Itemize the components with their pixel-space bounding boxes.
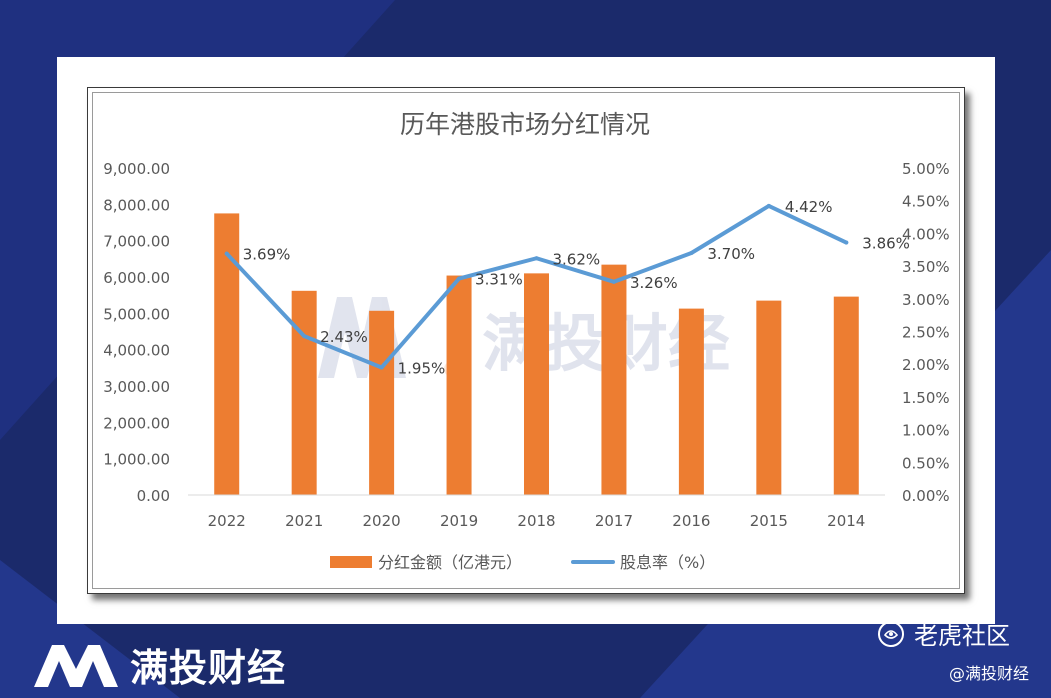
yield-point-2014 [844,240,849,245]
yield-data-label: 1.95% [398,359,446,377]
bar-2016 [678,308,704,495]
yield-point-2017 [611,279,616,284]
y-left-tick-label: 1,000.00 [103,451,170,469]
yield-point-2021 [302,334,307,339]
y-right-tick-label: 3.50% [902,258,950,276]
bar-2017 [601,264,627,495]
bar-2019 [446,275,472,495]
yield-data-label: 3.69% [243,246,291,264]
y-left-tick-label: 8,000.00 [103,196,170,214]
yield-point-2015 [766,203,771,208]
brand: 满投财经 [32,638,286,690]
x-tick-label: 2018 [517,512,555,530]
yield-point-2020 [379,365,384,370]
y-right-tick-label: 1.50% [902,389,950,407]
yield-data-label: 3.31% [475,271,523,289]
y-left-tick-label: 4,000.00 [103,342,170,360]
x-tick-label: 2017 [595,512,633,530]
y-left-tick-label: 5,000.00 [103,305,170,323]
y-right-tick-label: 2.00% [902,356,950,374]
y-right-tick-label: 4.00% [902,225,950,243]
y-right-tick-label: 3.00% [902,291,950,309]
x-tick-label: 2021 [285,512,323,530]
x-tick-label: 2022 [208,512,246,530]
chart-title: 历年港股市场分红情况 [400,110,650,139]
y-right-tick-label: 2.50% [902,324,950,342]
bar-2015 [756,300,782,495]
x-tick-label: 2015 [750,512,788,530]
y-left-tick-label: 7,000.00 [103,233,170,251]
x-tick-label: 2019 [440,512,478,530]
bar-2018 [524,273,549,495]
y-right-tick-label: 0.00% [902,487,950,505]
yield-point-2022 [224,251,229,256]
y-left-tick-label: 9,000.00 [103,160,170,178]
legend-bar-label: 分红金额（亿港元） [378,553,522,572]
tiger-community: 老虎社区 [876,616,1010,651]
x-tick-label: 2016 [672,512,710,530]
yield-point-2019 [457,276,462,281]
bar-2021 [291,290,317,495]
yield-point-2018 [534,256,539,261]
yield-data-label: 3.70% [707,245,755,263]
brand-name: 满投财经 [130,645,287,690]
legend-bar-swatch [330,556,372,568]
community-name: 老虎社区 [914,622,1010,650]
x-tick-label: 2014 [827,512,865,530]
y-right-tick-label: 0.50% [902,454,950,472]
yield-data-label: 3.26% [630,274,678,292]
y-right-tick-label: 4.50% [902,193,950,211]
yield-data-label: 4.42% [785,198,833,216]
y-left-tick-label: 0.00 [137,487,170,505]
y-left-tick-label: 3,000.00 [103,378,170,396]
author-handle: @满投财经 [948,664,1029,683]
y-right-tick-label: 5.00% [902,160,950,178]
bar-2014 [833,296,859,495]
yield-point-2016 [689,251,694,256]
yield-data-label: 2.43% [320,328,368,346]
bar-2020 [369,310,395,495]
y-right-tick-label: 1.00% [902,422,950,440]
legend-line-label: 股息率（%） [620,553,715,572]
tiger-logo-icon [878,620,904,647]
y-left-tick-label: 2,000.00 [103,414,170,432]
x-tick-label: 2020 [363,512,401,530]
yield-data-label: 3.86% [862,235,910,253]
y-left-tick-label: 6,000.00 [103,269,170,287]
brand-logo-icon [34,645,118,687]
yield-data-label: 3.62% [553,250,601,268]
